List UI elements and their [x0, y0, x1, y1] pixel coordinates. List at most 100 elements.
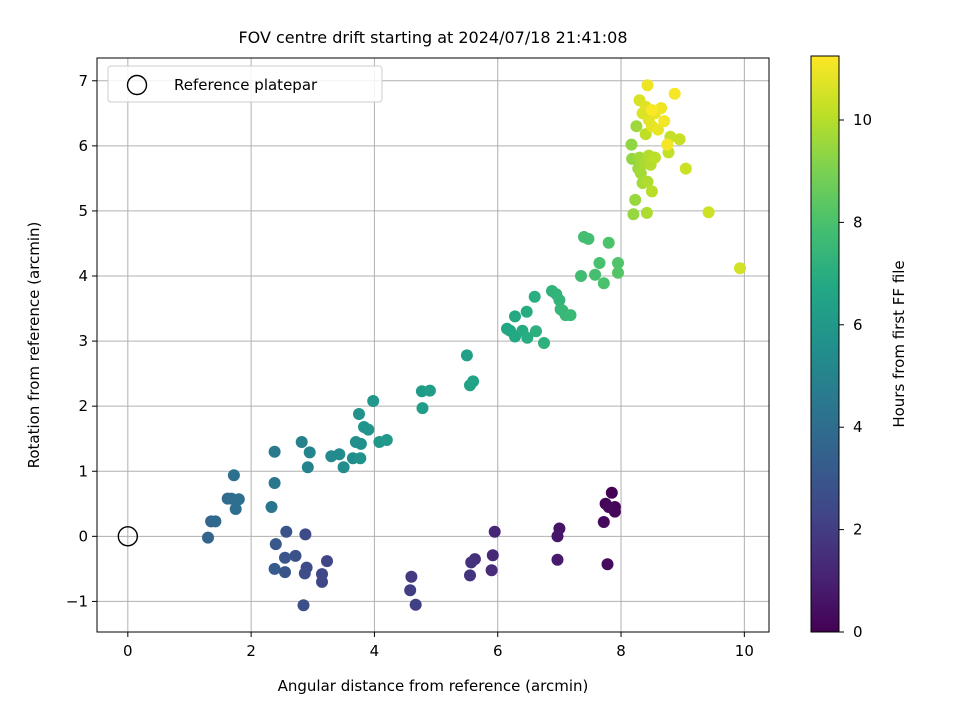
legend-box — [107, 65, 383, 103]
scatter-point — [605, 486, 618, 499]
x-axis-ticks: 0 2 4 6 8 10 — [123, 632, 754, 660]
scatter-point — [353, 408, 365, 420]
reference-platepar-marker — [117, 526, 139, 547]
scatter-point — [465, 556, 478, 569]
scatter-point — [337, 461, 350, 474]
scatter-point — [316, 575, 328, 588]
legend-open-circle-icon — [126, 74, 148, 96]
scatter-point — [232, 493, 245, 506]
scatter-point — [538, 337, 550, 349]
y-tick-label: 5 — [78, 202, 88, 220]
y-tick-label: 3 — [78, 332, 88, 350]
colorbar-tick-label: 0 — [853, 623, 863, 641]
scatter-point — [354, 452, 367, 465]
scatter-point — [488, 525, 501, 538]
legend: Reference platepar — [107, 65, 383, 103]
x-tick-label: 0 — [123, 642, 133, 660]
scatter-point — [301, 461, 314, 474]
scatter-point — [673, 133, 686, 146]
scatter-point — [380, 434, 393, 446]
scatter-point — [702, 206, 715, 219]
scatter-point — [652, 123, 664, 136]
colorbar-tick-label: 2 — [853, 521, 863, 539]
scatter-point — [630, 120, 643, 133]
scatter-point — [564, 309, 577, 322]
scatter-point — [655, 102, 668, 115]
x-tick-label: 6 — [493, 642, 503, 660]
scatter-point — [528, 290, 541, 303]
scatter-point — [597, 277, 610, 290]
scatter-point — [575, 270, 587, 282]
scatter-point — [553, 294, 566, 307]
scatter-point — [582, 232, 595, 245]
scatter-point — [679, 162, 692, 175]
scatter-point — [354, 437, 367, 450]
colorbar: 0 2 4 6 8 10 Hours from first FF file — [810, 55, 908, 641]
plot-frame — [96, 57, 770, 633]
colorbar-tick-label: 4 — [853, 418, 863, 436]
scatter-point — [485, 564, 498, 577]
scatter-point — [297, 599, 310, 612]
scatter-point — [661, 138, 674, 151]
scatter-point — [367, 395, 380, 407]
legend-label: Reference platepar — [174, 76, 318, 94]
scatter-point — [530, 325, 542, 338]
scatter-point — [333, 448, 346, 461]
scatter-point — [612, 266, 624, 279]
scatter-point — [423, 384, 436, 397]
scatter-point — [645, 185, 658, 198]
plot-area: 0 2 4 6 8 10 −1 0 1 2 3 4 5 6 7 — [66, 57, 770, 660]
scatter-point — [362, 423, 375, 436]
scatter-point — [602, 236, 615, 249]
scatter-point — [202, 531, 214, 544]
scatter-point — [509, 310, 521, 323]
scatter-point — [279, 551, 291, 564]
scatter-point — [265, 501, 278, 513]
scatter-point — [641, 79, 654, 92]
scatter-point — [641, 175, 654, 188]
x-tick-label: 10 — [735, 642, 754, 660]
scatter-point — [229, 503, 242, 515]
x-axis-label: Angular distance from reference (arcmin) — [278, 677, 589, 695]
scatter-point — [268, 477, 281, 489]
scatter-point — [405, 570, 418, 583]
scatter-point — [227, 469, 240, 482]
y-tick-label: 4 — [78, 267, 88, 285]
scatter-points — [202, 79, 746, 612]
scatter-point — [589, 268, 602, 281]
x-tick-label: 4 — [370, 642, 380, 660]
scatter-point — [280, 525, 293, 538]
y-axis-ticks: −1 0 1 2 3 4 5 6 7 — [66, 72, 97, 610]
scatter-point — [321, 555, 333, 568]
scatter-point — [648, 151, 661, 164]
scatter-point — [597, 516, 610, 528]
scatter-point — [416, 402, 429, 415]
scatter-point — [409, 598, 422, 611]
scatter-point — [299, 528, 312, 541]
scatter-point — [486, 549, 499, 562]
scatter-point — [289, 549, 302, 562]
scatter-point — [551, 530, 564, 543]
y-tick-label: 6 — [78, 137, 88, 155]
colorbar-tick-label: 10 — [853, 111, 872, 129]
scatter-point — [269, 538, 282, 551]
scatter-point — [627, 208, 640, 221]
scatter-point — [551, 553, 564, 566]
colorbar-ticks: 0 2 4 6 8 10 — [839, 111, 872, 641]
scatter-point — [734, 262, 746, 275]
y-tick-label: 2 — [78, 397, 88, 415]
scatter-point — [303, 446, 316, 459]
scatter-point — [520, 305, 533, 318]
scatter-point — [295, 436, 308, 448]
y-axis-label: Rotation from reference (arcmin) — [25, 222, 43, 469]
x-tick-label: 2 — [246, 642, 256, 660]
y-tick-label: 0 — [78, 527, 88, 545]
scatter-point — [279, 566, 291, 579]
scatter-point — [612, 257, 624, 269]
scatter-point — [658, 115, 671, 128]
scatter-point — [668, 87, 681, 100]
x-tick-label: 8 — [616, 642, 626, 660]
colorbar-label: Hours from first FF file — [890, 260, 908, 427]
colorbar-tick-label: 8 — [853, 213, 863, 231]
scatter-point — [645, 104, 658, 117]
